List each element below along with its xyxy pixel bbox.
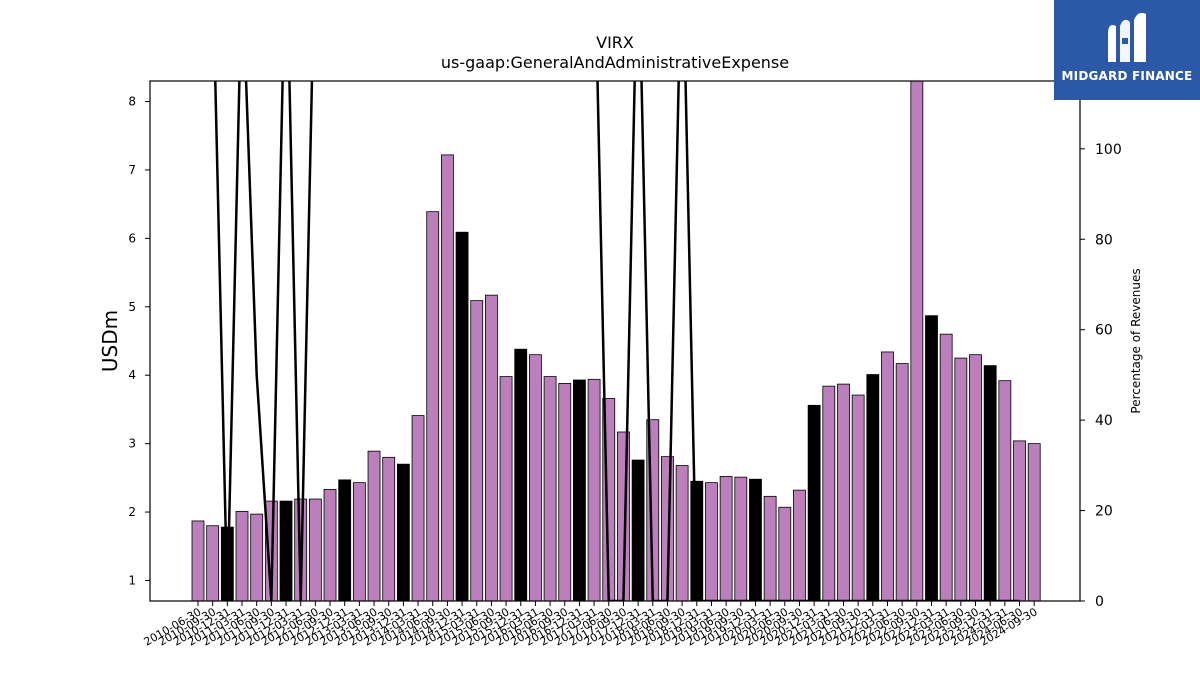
bar-2013-03-31 <box>352 482 366 602</box>
bar-2021-09-30 <box>851 394 865 602</box>
bar-2015-12-31 <box>514 348 528 602</box>
bar-2021-06-30 <box>837 383 850 602</box>
bar-2023-03-31 <box>939 333 953 602</box>
bar-2015-03-31 <box>470 300 484 602</box>
bar-2015-09-30 <box>499 376 513 602</box>
bar-2015-06-30 <box>484 294 498 602</box>
bar-2019-12-31 <box>749 478 762 602</box>
midgard-m-logo-icon <box>1108 12 1146 62</box>
bar-2019-09-30 <box>734 476 748 602</box>
x-axis: 2010-06-302010-09-302010-12-312011-03-31… <box>142 601 1040 649</box>
bar-2014-06-30 <box>426 211 440 602</box>
bar-2011-06-30 <box>250 513 264 602</box>
y-axis: 1 2 3 4 5 6 7 8 <box>128 95 150 587</box>
bar-2023-09-30 <box>969 354 982 602</box>
bar-2010-06-30 <box>191 520 205 602</box>
bar-2013-12-31 <box>396 463 410 602</box>
y2-tick-label: 80 <box>1095 232 1113 248</box>
bar-2021-03-31 <box>822 385 836 602</box>
bar-2014-03-31 <box>411 415 425 602</box>
pct-line-segment <box>214 81 314 601</box>
bar-2020-06-30 <box>778 506 792 602</box>
bar-2014-09-30 <box>440 154 454 602</box>
y-tick-label: 6 <box>128 231 136 245</box>
y2-tick-label: 60 <box>1095 323 1113 339</box>
y-tick-label: 3 <box>128 437 136 451</box>
bar-2019-06-30 <box>719 476 733 602</box>
bar-2020-03-31 <box>763 495 777 602</box>
bar-2024-06-30 <box>1013 440 1026 602</box>
bar-2018-09-30 <box>675 465 689 602</box>
y-tick-label: 7 <box>128 163 136 177</box>
bar-2017-03-31 <box>587 378 601 602</box>
plot-frame <box>149 80 1081 602</box>
y2-tick-label: 40 <box>1095 413 1113 429</box>
bar-2023-12-31 <box>983 365 997 602</box>
bar-2016-06-30 <box>543 376 557 602</box>
logo-text: MIDGARD FINANCE <box>1061 69 1193 83</box>
bar-2020-09-30 <box>793 489 806 602</box>
y-tick-label: 2 <box>128 505 136 519</box>
bar-2016-03-31 <box>529 354 542 602</box>
bars <box>191 80 1041 602</box>
bar-2022-03-31 <box>881 351 894 602</box>
bar-2016-12-31 <box>573 379 586 602</box>
pct-line <box>214 81 1020 601</box>
y-tick-label: 1 <box>128 573 136 587</box>
y-tick-label: 4 <box>128 368 136 382</box>
bar-2012-09-30 <box>323 489 337 602</box>
bar-2017-12-31 <box>631 459 645 602</box>
bar-2021-12-31 <box>866 374 880 602</box>
y-axis-label: USDm <box>98 310 122 372</box>
chart-title: VIRX <box>596 33 634 52</box>
bar-2024-03-31 <box>998 380 1012 602</box>
bar-2010-09-30 <box>206 525 220 602</box>
bar-2012-06-30 <box>308 498 322 602</box>
bar-2022-09-30 <box>910 80 924 602</box>
bar-2024-09-30 <box>1027 443 1041 602</box>
bar-2012-12-31 <box>338 479 352 602</box>
y2-tick-label: 20 <box>1095 504 1113 520</box>
y2-axis-label: Percentage of Revenues <box>1129 268 1143 413</box>
bar-2014-12-31 <box>455 231 469 602</box>
bar-2022-12-31 <box>925 315 938 602</box>
bar-2022-06-30 <box>895 363 909 602</box>
chart-subtitle: us-gaap:GeneralAndAdministrativeExpense <box>441 53 789 72</box>
y2-tick-label: 100 <box>1095 142 1122 158</box>
y-tick-label: 5 <box>128 300 136 314</box>
y-tick-label: 8 <box>128 95 136 109</box>
y2-axis: 0 20 40 60 80 100 <box>1080 142 1122 610</box>
midgard-finance-logo: MIDGARD FINANCE <box>1054 0 1200 100</box>
bar-2019-03-31 <box>705 482 718 602</box>
bar-2013-09-30 <box>382 456 396 602</box>
bar-2011-12-31 <box>279 500 293 602</box>
bar-2011-03-31 <box>235 510 249 602</box>
bar-2016-09-30 <box>558 383 572 602</box>
bar-2020-12-31 <box>807 404 821 602</box>
bar-2013-06-30 <box>367 450 381 602</box>
y2-tick-label: 0 <box>1095 594 1104 610</box>
bar-2023-06-30 <box>954 357 968 602</box>
